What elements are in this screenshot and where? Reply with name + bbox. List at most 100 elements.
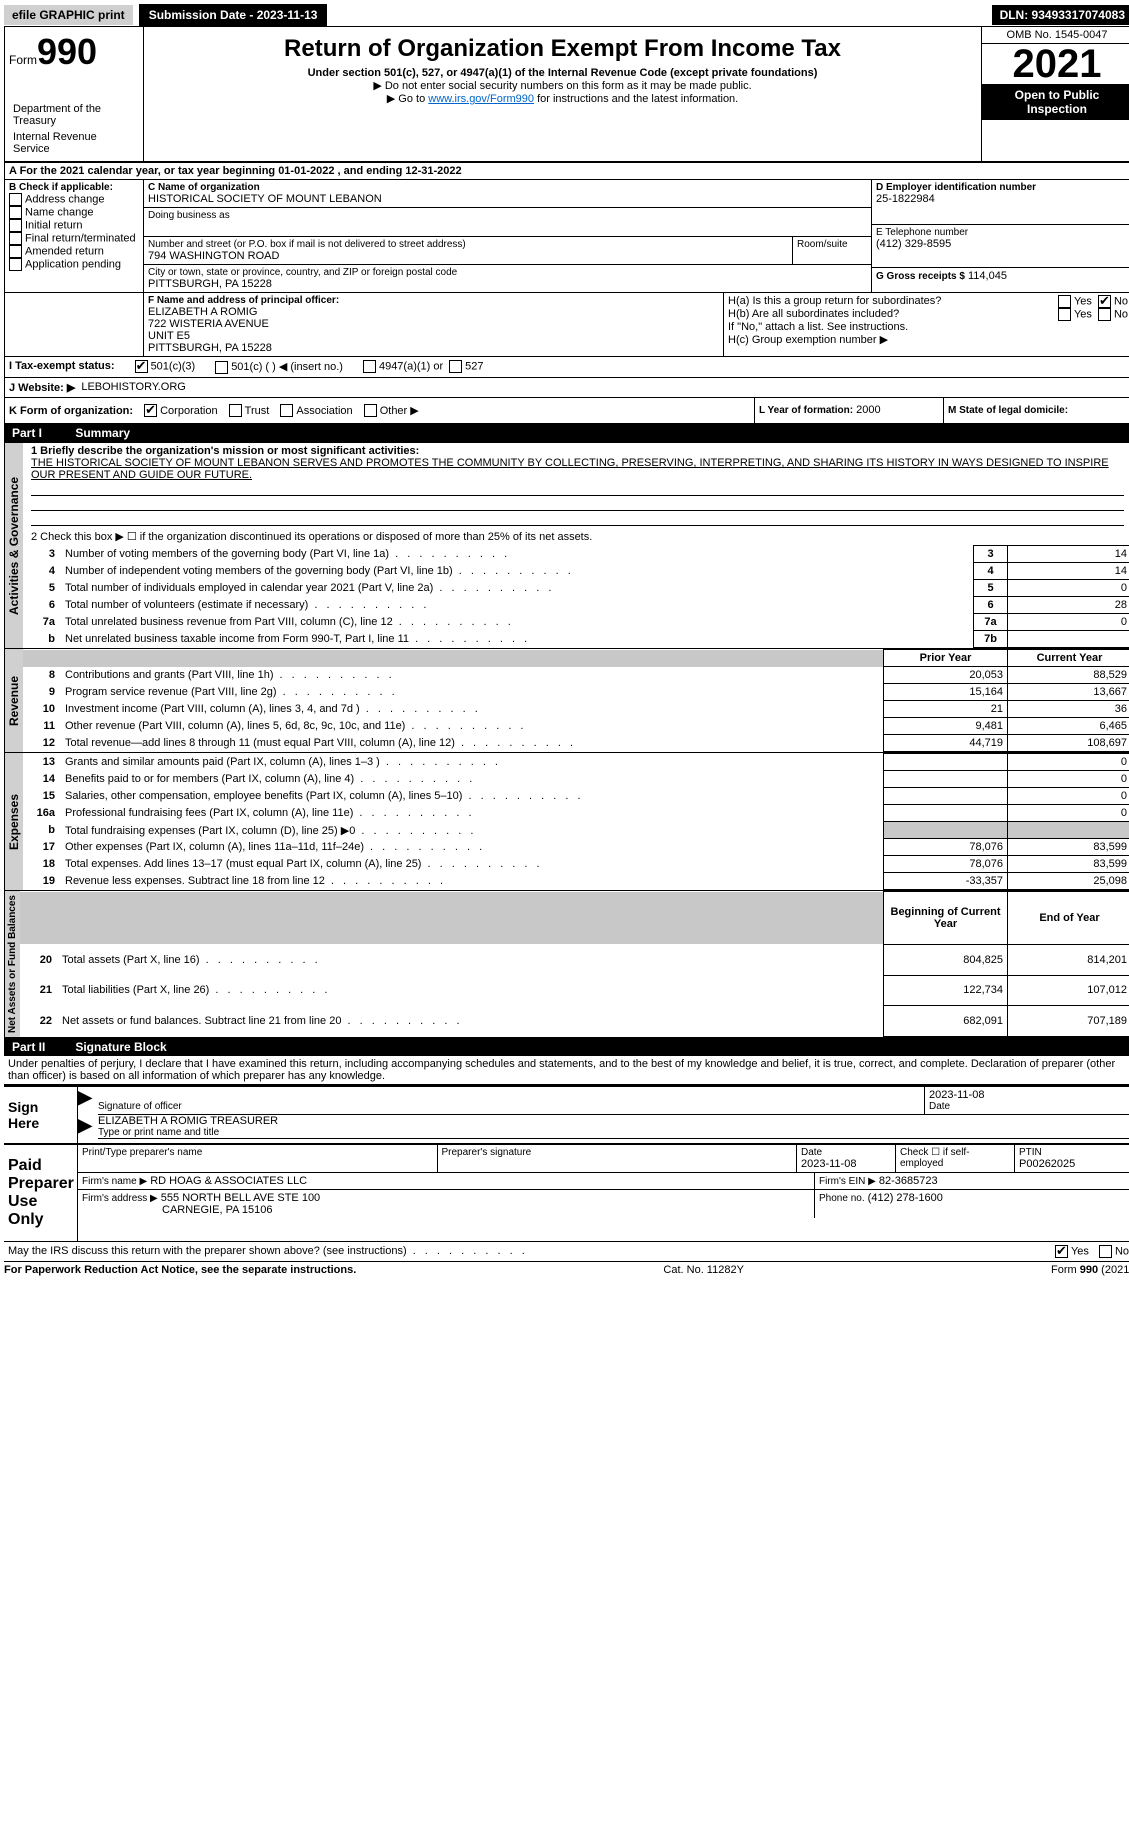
p-sig-label: Preparer's signature (442, 1147, 793, 1158)
p-date-label: Date (801, 1147, 891, 1158)
declaration: Under penalties of perjury, I declare th… (4, 1056, 1129, 1085)
k-label: K Form of organization: (9, 405, 133, 417)
firm-name: RD HOAG & ASSOCIATES LLC (150, 1175, 307, 1187)
sig-officer-label: Signature of officer (98, 1101, 924, 1112)
city-label: City or town, state or province, country… (148, 267, 867, 278)
sig-name: ELIZABETH A ROMIG TREASURER (98, 1115, 1129, 1127)
efile-label: efile GRAPHIC print (4, 5, 133, 25)
opt-label: 527 (465, 360, 483, 372)
no-label: No (1114, 295, 1128, 307)
year-formation: 2000 (856, 404, 880, 416)
sig-date-label: Date (929, 1101, 1129, 1112)
opt-501c3[interactable]: 501(c)(3) (135, 360, 196, 374)
g-label: G Gross receipts $ (876, 271, 965, 282)
footer-form-num: 990 (1080, 1264, 1098, 1276)
opt-app-pending[interactable]: Application pending (9, 258, 139, 271)
note-link: ▶ Go to www.irs.gov/Form990 for instruct… (152, 92, 973, 105)
e-label: E Telephone number (876, 227, 1128, 238)
opt-initial-return[interactable]: Initial return (9, 219, 139, 232)
gov-vert-label: Activities & Governance (5, 443, 23, 648)
firm-addr2: CARNEGIE, PA 15106 (162, 1204, 810, 1216)
phone-label: Phone no. (819, 1193, 865, 1204)
dln-label: DLN: 93493317074083 (992, 5, 1129, 25)
opt-final-return[interactable]: Final return/terminated (9, 232, 139, 245)
irs-link[interactable]: www.irs.gov/Form990 (428, 93, 534, 105)
yes-label: Yes (1074, 295, 1092, 307)
ha-no[interactable]: No (1098, 295, 1128, 308)
no-label: No (1115, 1246, 1129, 1258)
submission-date-button[interactable]: Submission Date - 2023-11-13 (139, 4, 328, 26)
firm-phone: (412) 278-1600 (868, 1192, 943, 1204)
opt-assoc[interactable]: Association (280, 405, 352, 417)
may-yes[interactable]: Yes (1055, 1245, 1089, 1258)
firm-name-label: Firm's name ▶ (82, 1176, 147, 1187)
hb-no[interactable]: No (1098, 308, 1128, 321)
expenses-section: Expenses 13Grants and similar amounts pa… (4, 753, 1129, 891)
opt-label: Application pending (25, 258, 121, 270)
revenue-section: Revenue Prior YearCurrent Year 8Contribu… (4, 649, 1129, 753)
opt-name-change[interactable]: Name change (9, 206, 139, 219)
i-label: I Tax-exempt status: (9, 360, 115, 374)
note2-pre: ▶ Go to (387, 93, 428, 105)
officer-addr2: UNIT E5 (148, 330, 719, 342)
exp-table: 13Grants and similar amounts paid (Part … (23, 753, 1129, 890)
arrow-icon: ▶ (78, 1115, 98, 1139)
opt-501c[interactable]: 501(c) ( ) ◀ (insert no.) (215, 360, 343, 374)
hb-yes[interactable]: Yes (1058, 308, 1092, 321)
rev-vert-label: Revenue (5, 649, 23, 752)
p-name-label: Print/Type preparer's name (82, 1147, 433, 1158)
m-label: M State of legal domicile: (948, 405, 1068, 416)
opt-label: Amended return (25, 245, 104, 257)
mission-text: THE HISTORICAL SOCIETY OF MOUNT LEBANON … (31, 457, 1124, 481)
part2-num: Part II (12, 1040, 72, 1054)
ha-yes[interactable]: Yes (1058, 295, 1092, 308)
opt-other[interactable]: Other ▶ (364, 405, 419, 417)
gross-receipts: 114,045 (968, 270, 1007, 282)
tax-exempt-row: I Tax-exempt status: 501(c)(3) 501(c) ( … (4, 357, 1129, 378)
firm-addr1: 555 NORTH BELL AVE STE 100 (161, 1192, 320, 1204)
org-name: HISTORICAL SOCIETY OF MOUNT LEBANON (148, 193, 867, 205)
p-check[interactable]: Check ☐ if self-employed (895, 1145, 1014, 1172)
opt-label: Name change (25, 206, 94, 218)
may-irs-text: May the IRS discuss this return with the… (8, 1245, 528, 1258)
footer-mid: Cat. No. 11282Y (663, 1264, 744, 1276)
opt-label: Corporation (160, 405, 217, 417)
tax-year: 2021 (982, 44, 1129, 84)
no-label: No (1114, 308, 1128, 320)
opt-trust[interactable]: Trust (229, 405, 270, 417)
sign-here-label: Sign Here (4, 1087, 78, 1143)
footer-right: Form 990 (2021) (1051, 1264, 1129, 1276)
firm-ein-label: Firm's EIN ▶ (819, 1176, 876, 1187)
opt-corp[interactable]: Corporation (144, 405, 217, 417)
section-b-title: B Check if applicable: (9, 182, 139, 193)
opt-label: Final return/terminated (25, 232, 136, 244)
p-date: 2023-11-08 (801, 1158, 891, 1170)
open-inspection: Open to Public Inspection (982, 84, 1129, 120)
may-no[interactable]: No (1099, 1245, 1129, 1258)
opt-address-change[interactable]: Address change (9, 193, 139, 206)
form-prefix: Form (9, 53, 37, 67)
dept-treasury: Department of the Treasury (9, 101, 139, 129)
opt-amended[interactable]: Amended return (9, 245, 139, 258)
opt-label: Trust (245, 405, 270, 417)
hb-label: H(b) Are all subordinates included? (728, 308, 1058, 321)
opt-4947[interactable]: 4947(a)(1) or (363, 360, 443, 374)
paid-label: Paid Preparer Use Only (4, 1145, 78, 1241)
street-label: Number and street (or P.O. box if mail i… (148, 239, 788, 250)
part2-title: Signature Block (75, 1040, 166, 1054)
hc-label: H(c) Group exemption number ▶ (728, 333, 1128, 346)
identity-block: B Check if applicable: Address change Na… (4, 180, 1129, 293)
top-bar: efile GRAPHIC print Submission Date - 20… (4, 4, 1129, 26)
line2: 2 Check this box ▶ ☐ if the organization… (23, 528, 1129, 545)
form-subtitle: Under section 501(c), 527, or 4947(a)(1)… (152, 67, 973, 79)
form-header: Form990 Department of the Treasury Inter… (4, 26, 1129, 163)
officer-name: ELIZABETH A ROMIG (148, 306, 719, 318)
klm-row: K Form of organization: Corporation Trus… (4, 398, 1129, 425)
may-irs-row: May the IRS discuss this return with the… (4, 1241, 1129, 1261)
opt-527[interactable]: 527 (449, 360, 483, 374)
website-value: LEBOHISTORY.ORG (81, 381, 186, 394)
form-num-big: 990 (37, 31, 97, 72)
note-ssn: ▶ Do not enter social security numbers o… (152, 79, 973, 92)
ptin: P00262025 (1019, 1158, 1129, 1170)
firm-ein: 82-3685723 (879, 1175, 938, 1187)
